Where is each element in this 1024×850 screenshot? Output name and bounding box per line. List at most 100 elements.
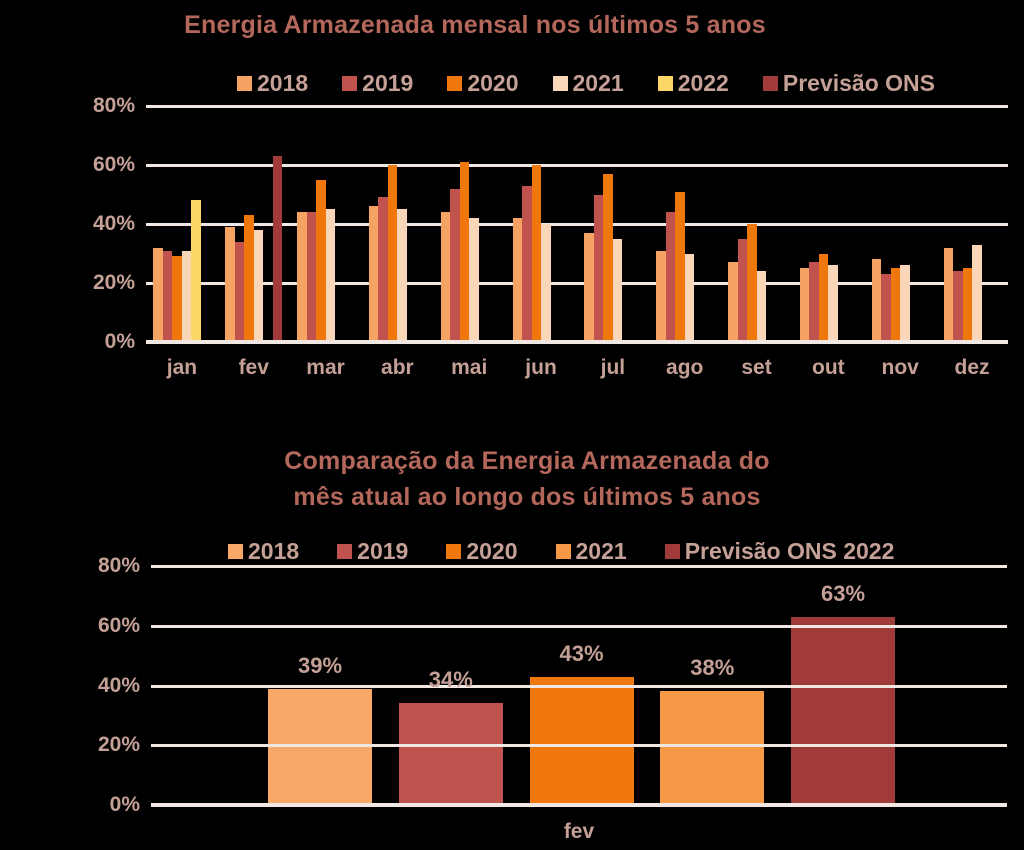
bar-nov-2018 [871,259,882,342]
bar-abr-2020 [387,165,398,342]
legend-swatch-icon [555,544,571,559]
x-axis-line [151,803,1007,807]
bar-slot-2020 [531,106,542,342]
bar-slot-2020 [890,106,901,342]
bar-slot-2019 [450,106,460,342]
bar-column-2021: 38% [660,566,765,805]
bar-dez-2019 [953,271,963,342]
bar-column-2020: 43% [529,566,634,805]
bar-slot-2020 [818,106,829,342]
bar-slot-2018 [512,106,523,342]
bar-slot-2018 [368,106,379,342]
chart2-title-line1: Comparação da Energia Armazenada do [284,447,770,475]
bar-slot-2019 [522,106,532,342]
bar-jun-2018 [512,218,523,342]
bar-ago-2018 [656,250,666,342]
legend-item-label: 2022 [677,70,729,96]
bar-mai-2021 [469,218,479,342]
bar-slot-2020 [962,106,973,342]
bar-slot-2021 [325,106,336,342]
bar-slot-2022 [982,106,992,342]
bar-slot-2019 [378,106,388,342]
bar-slot-previsão-ons [345,106,355,342]
bar-dez-2018 [943,247,954,342]
bar-slot-2021 [612,106,623,342]
bar-group-mai [433,106,505,342]
bar-nov-2019 [881,274,891,342]
bar-group-fev [218,106,290,342]
bar-group-abr [361,106,433,342]
bar-slot-2019 [953,106,963,342]
bar-slot-2022 [694,106,704,342]
bar-jul-2021 [612,238,623,342]
x-tick-label-jun: jun [525,356,557,379]
x-axis-line [146,340,1008,344]
gridline-80% [146,105,1008,108]
x-tick-label-jan: jan [166,356,198,379]
bar-slot-2018 [799,106,810,342]
chart1-x-axis: jan fev mar abr mai jun jul ago set out nov dez [146,356,1008,380]
bar-slot-previsão-ons [704,106,714,342]
bar-slot-2020 [459,106,470,342]
bar-slot-previsão-ons [201,106,211,342]
bar-nov-2021 [900,265,910,342]
legend-item-label: Previsão ONS [782,70,935,96]
legend-item-label: 2019 [362,70,414,96]
bar-mar-2018 [297,212,307,342]
y-tick-label: 80% [92,94,135,117]
bar-group-ago [649,106,721,342]
legend-swatch-icon [664,544,680,559]
bar-jul-2018 [584,232,594,342]
bar-jan-2021 [181,250,192,342]
bar-slot-2021 [181,106,192,342]
legend-item-label: 2021 [572,70,624,96]
legend-item-label: 2019 [357,538,409,564]
chart2-title-line2: mês atual ao longo dos últimos 5 anos [293,483,761,511]
bar-slot-2022 [766,106,776,342]
legend-item-2022: 2022 [657,70,729,96]
y-tick-label: 0% [109,793,140,816]
legend-swatch-icon [762,76,778,91]
bar-slot-2021 [972,106,982,342]
bar-mar-2019 [306,212,317,342]
legend-item-2020: 2020 [447,72,519,95]
bar-slot-2020 [675,106,685,342]
chart1-plot [146,105,1008,344]
bar-slot-previsão-ons [632,106,642,342]
x-tick-label-ago: ago [666,356,704,379]
legend-item-2018: 2018 [237,72,308,95]
bar-slot-previsão-ons [416,106,426,342]
bar-group-dez [936,106,1008,342]
bar-slot-2019 [162,106,173,342]
legend-swatch-icon [447,76,463,91]
bar-slot-2021 [253,106,264,342]
bar-group-set [721,106,793,342]
bar-slot-2021 [684,106,695,342]
chart2-x-axis-label: fev [563,820,595,843]
chart1-title: Energia Armazenada mensal nos últimos 5 … [184,11,766,39]
bar-fev-2018 [225,226,235,342]
bar-column-previsão-ons-2022: 63% [791,566,895,805]
legend-swatch-icon [657,76,673,91]
legend-item-label: Previsão ONS 2022 [684,538,895,564]
bar-slot-2022 [407,106,417,342]
gridline-40% [151,684,1007,688]
bar-slot-2018 [656,106,666,342]
bar-nov-2020 [890,268,901,342]
x-tick-label-mai: mai [451,356,488,379]
bar-jun-2021 [541,224,551,342]
legend-item-previsão-ons-2022: Previsão ONS 2022 [664,538,895,564]
legend-item-2021: 2021 [555,540,627,563]
bar-slot-2019 [306,106,317,342]
legend-item-2019: 2019 [337,540,408,563]
bar-slot-2022 [191,106,201,342]
bar-jan-2020 [172,256,182,342]
bar-fev-previsão-ons-2022 [791,616,895,805]
bar-group-nov [864,106,936,342]
bar-jan-2019 [162,250,173,342]
bar-jun-2020 [531,165,542,342]
gridline-40% [146,223,1008,226]
bar-dez-2021 [972,244,982,342]
bar-jul-2019 [593,194,604,342]
